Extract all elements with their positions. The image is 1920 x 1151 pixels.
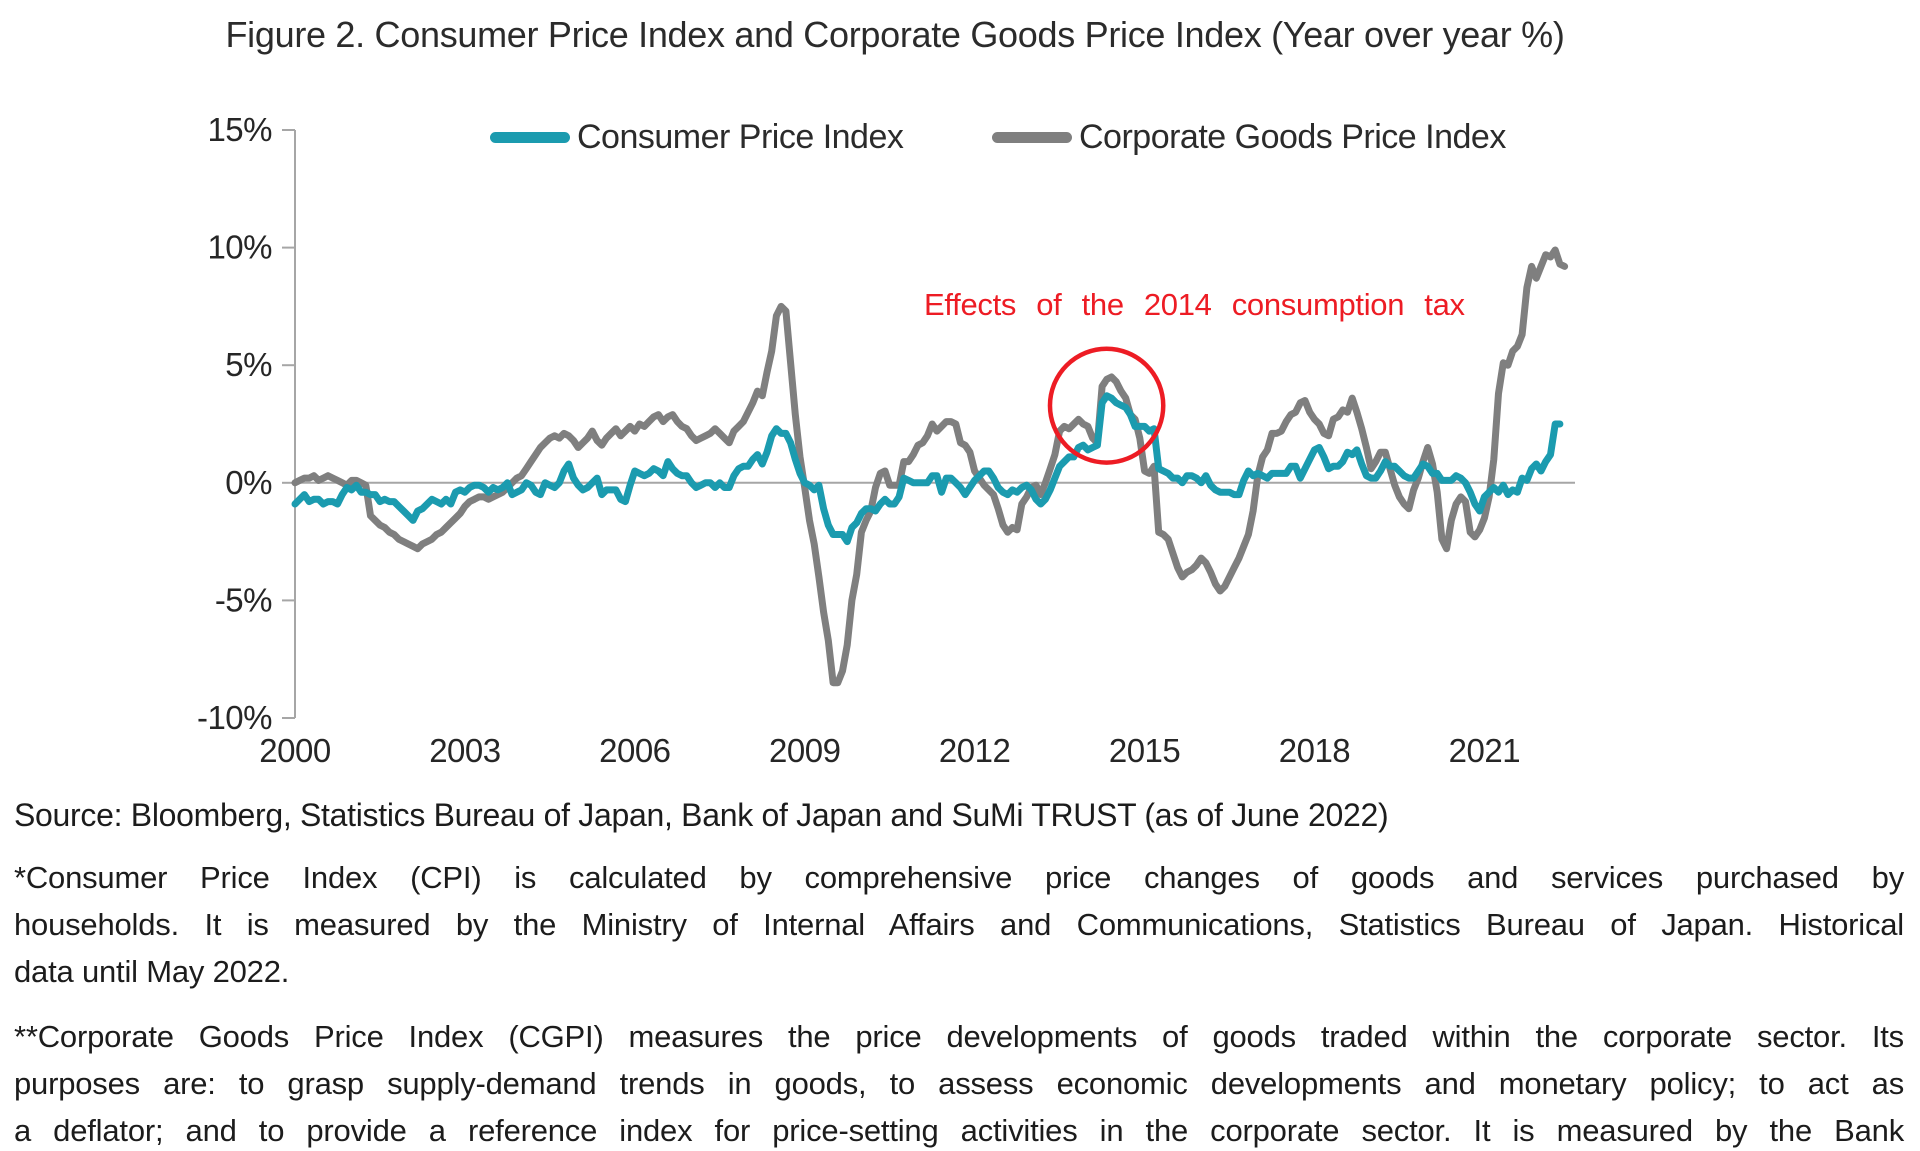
notes-block: Source: Bloomberg, Statistics Bureau of …: [14, 797, 1904, 1151]
x-tick-label: 2018: [1279, 732, 1350, 769]
x-tick-label: 2015: [1109, 732, 1180, 769]
cpi-line-swatch: [490, 131, 570, 143]
x-tick-label: 2009: [769, 732, 840, 769]
legend-label-cpi: Consumer Price Index: [577, 117, 904, 156]
tax-annotation: Effects of the 2014 consumption tax: [924, 287, 1465, 323]
footnote-cgpi: **Corporate Goods Price Index (CGPI) mea…: [14, 1013, 1904, 1151]
y-tick-label: -10%: [197, 699, 272, 736]
footnote-line: households. It is measured by the Minist…: [14, 907, 1904, 942]
footnote-line: purposes are: to grasp supply-demand tre…: [14, 1066, 1904, 1101]
legend-label-cgpi: Corporate Goods Price Index: [1079, 117, 1506, 156]
series-line-consumer-price-index: [291, 392, 1564, 546]
chart-legend: Consumer Price Index Corporate Goods Pri…: [0, 115, 1920, 159]
footnote-line: data until May 2022.: [14, 954, 290, 989]
y-tick-label: 5%: [225, 346, 272, 383]
source-line: Source: Bloomberg, Statistics Bureau of …: [14, 797, 1389, 833]
x-tick-label: 2021: [1449, 732, 1520, 769]
x-tick-label: 2000: [259, 732, 331, 769]
footnote-line: a deflator; and to provide a reference i…: [14, 1113, 1904, 1148]
x-tick-label: 2003: [429, 732, 500, 769]
y-tick-label: -5%: [215, 581, 272, 618]
y-tick-label: 15%: [207, 111, 272, 148]
legend-item-cgpi: Corporate Goods Price Index: [992, 115, 1506, 159]
cgpi-line-swatch: [992, 131, 1072, 143]
legend-item-cpi: Consumer Price Index: [490, 115, 904, 159]
footnote-line: **Corporate Goods Price Index (CGPI) mea…: [14, 1019, 1904, 1054]
footnote-line: *Consumer Price Index (CPI) is calculate…: [14, 860, 1904, 895]
price-index-chart: 15% 10% 5% 0% -5% -10%2000 2003 2006 2009 2012 201…: [197, 111, 1575, 769]
x-tick-label: 2012: [939, 732, 1010, 769]
tax-highlight-circle: [1047, 346, 1166, 465]
y-tick-label: 0%: [225, 464, 272, 501]
y-tick-label: 10%: [207, 229, 272, 266]
footnote-cpi: *Consumer Price Index (CPI) is calculate…: [14, 854, 1904, 995]
figure-title: Figure 2. Consumer Price Index and Corpo…: [225, 14, 1565, 55]
x-tick-label: 2006: [599, 732, 670, 769]
